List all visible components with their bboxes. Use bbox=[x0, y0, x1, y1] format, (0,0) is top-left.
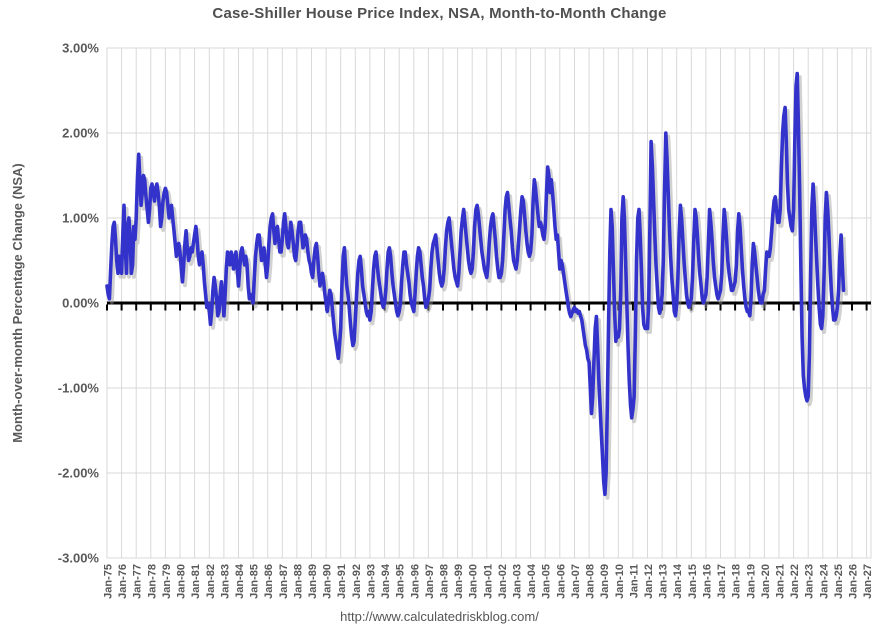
x-tick-label: Jan-17 bbox=[716, 564, 728, 599]
x-tick-label: Jan-04 bbox=[526, 563, 538, 599]
x-tick-label: Jan-90 bbox=[322, 564, 334, 599]
x-tick-label: Jan-08 bbox=[585, 564, 597, 599]
x-tick-label: Jan-81 bbox=[190, 564, 202, 599]
x-tick-label: Jan-98 bbox=[438, 564, 450, 599]
y-tick-label: 2.00% bbox=[62, 126, 99, 141]
x-tick-label: Jan-99 bbox=[453, 564, 465, 599]
y-tick-label: 1.00% bbox=[62, 211, 99, 226]
x-tick-label: Jan-01 bbox=[482, 564, 494, 599]
y-tick-label: -3.00% bbox=[58, 551, 100, 566]
x-tick-label: Jan-03 bbox=[512, 564, 524, 599]
x-tick-label: Jan-84 bbox=[234, 563, 246, 599]
x-tick-label: Jan-15 bbox=[687, 564, 699, 599]
y-tick-label: 0.00% bbox=[62, 296, 99, 311]
x-tick-label: Jan-26 bbox=[848, 564, 860, 599]
x-tick-label: Jan-02 bbox=[497, 564, 509, 599]
y-tick-label: -2.00% bbox=[58, 466, 100, 481]
source-url: http://www.calculatedriskblog.com/ bbox=[340, 609, 539, 624]
x-tick-label: Jan-11 bbox=[628, 564, 640, 598]
price-change-line bbox=[105, 71, 846, 497]
x-tick-label: Jan-92 bbox=[351, 564, 363, 599]
x-tick-label: Jan-22 bbox=[789, 564, 801, 599]
x-tick-label: Jan-10 bbox=[614, 564, 626, 599]
x-tick-label: Jan-00 bbox=[468, 564, 480, 599]
x-tick-label: Jan-89 bbox=[307, 564, 319, 599]
x-tick-label: Jan-85 bbox=[249, 564, 261, 599]
x-tick-label: Jan-75 bbox=[103, 564, 115, 599]
x-tick-label: Jan-14 bbox=[672, 563, 684, 599]
x-tick-label: Jan-79 bbox=[161, 564, 173, 599]
x-tick-label: Jan-06 bbox=[555, 564, 567, 599]
x-tick-label: Jan-80 bbox=[176, 564, 188, 599]
x-tick-label: Jan-86 bbox=[263, 564, 275, 599]
x-tick-label: Jan-82 bbox=[205, 564, 217, 599]
chart-title: Case-Shiller House Price Index, NSA, Mon… bbox=[212, 5, 667, 22]
x-tick-label: Jan-78 bbox=[146, 564, 158, 599]
x-tick-label: Jan-27 bbox=[862, 564, 874, 599]
x-tick-label: Jan-12 bbox=[643, 564, 655, 599]
x-tick-label: Jan-05 bbox=[541, 564, 553, 599]
x-tick-label: Jan-09 bbox=[599, 564, 611, 599]
x-tick-label: Jan-16 bbox=[701, 564, 713, 599]
x-tick-label: Jan-07 bbox=[570, 564, 582, 599]
x-tick-label: Jan-95 bbox=[395, 564, 407, 599]
y-tick-label: -1.00% bbox=[58, 381, 100, 396]
x-tick-label: Jan-20 bbox=[760, 564, 772, 599]
x-tick-label: Jan-93 bbox=[365, 564, 377, 599]
x-tick-label: Jan-24 bbox=[818, 563, 830, 599]
x-tick-label: Jan-97 bbox=[424, 564, 436, 599]
x-tick-label: Jan-94 bbox=[380, 563, 392, 599]
x-tick-label: Jan-76 bbox=[117, 564, 129, 599]
x-tick-label: Jan-77 bbox=[132, 564, 144, 599]
x-tick-label: Jan-19 bbox=[745, 564, 757, 599]
x-tick-label: Jan-83 bbox=[219, 564, 231, 599]
y-tick-label: 3.00% bbox=[62, 41, 99, 56]
x-tick-label: Jan-18 bbox=[731, 564, 743, 599]
x-tick-label: Jan-88 bbox=[292, 564, 304, 599]
x-tick-label: Jan-13 bbox=[658, 564, 670, 599]
x-tick-label: Jan-23 bbox=[804, 564, 816, 599]
x-tick-label: Jan-91 bbox=[336, 564, 348, 599]
x-tick-label: Jan-87 bbox=[278, 564, 290, 599]
x-tick-label: Jan-96 bbox=[409, 564, 421, 599]
x-tick-label: Jan-21 bbox=[774, 564, 786, 599]
x-tick-label: Jan-25 bbox=[833, 564, 845, 599]
